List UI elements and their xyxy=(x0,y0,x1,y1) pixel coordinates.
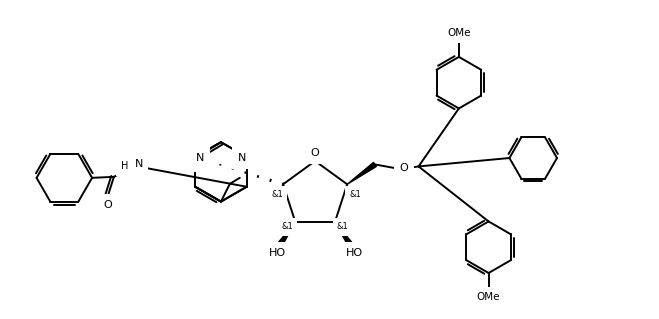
Text: H: H xyxy=(121,161,128,171)
Text: &1: &1 xyxy=(337,222,349,231)
Polygon shape xyxy=(335,222,352,245)
Text: O: O xyxy=(311,148,320,158)
Text: N: N xyxy=(196,153,204,163)
Text: O: O xyxy=(399,163,408,174)
Text: &1: &1 xyxy=(272,190,283,199)
Text: OMe: OMe xyxy=(477,292,500,302)
Text: N: N xyxy=(237,153,246,163)
Text: O: O xyxy=(103,200,112,210)
Polygon shape xyxy=(347,162,376,184)
Text: &1: &1 xyxy=(281,222,293,231)
Text: OMe: OMe xyxy=(447,28,471,38)
Text: HO: HO xyxy=(346,248,363,258)
Text: O: O xyxy=(193,156,202,166)
Text: N: N xyxy=(134,159,143,169)
Text: HO: HO xyxy=(269,248,286,258)
Polygon shape xyxy=(278,222,295,245)
Text: &1: &1 xyxy=(349,190,361,199)
